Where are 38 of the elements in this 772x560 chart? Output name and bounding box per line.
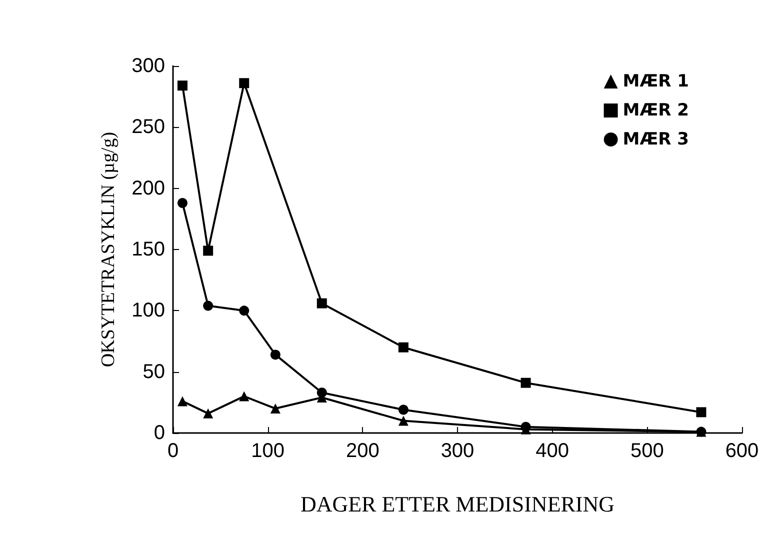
point [520, 422, 531, 432]
x-tick-label: 400 [536, 440, 570, 462]
y-tick-label: 250 [132, 116, 165, 138]
point [520, 378, 531, 388]
point [398, 342, 408, 352]
point [316, 298, 327, 308]
legend-label: MÆR 1 [622, 72, 690, 92]
x-tick-label: 600 [725, 440, 759, 462]
point [203, 408, 214, 418]
x-tick-label: 100 [251, 440, 285, 462]
point [398, 416, 408, 426]
point [203, 246, 214, 256]
point [398, 404, 408, 415]
y-tick-label: 100 [132, 300, 165, 322]
x-tick-label: 500 [630, 440, 664, 462]
legend-label: MÆR 3 [622, 130, 690, 150]
point [177, 198, 188, 208]
point [696, 407, 706, 418]
point [270, 350, 280, 360]
point [203, 300, 214, 311]
x-tick-label: 300 [440, 440, 474, 462]
y-axis-title: OKSYTETRASYKLIN (µg/g) [98, 132, 119, 368]
point [316, 388, 327, 398]
point [239, 391, 250, 402]
y-tick-label: 0 [154, 422, 165, 444]
point [239, 78, 250, 88]
point [177, 80, 188, 91]
x-tick-label: 0 [167, 440, 179, 462]
x-tick-label: 200 [346, 440, 380, 462]
point [177, 396, 188, 406]
x-axis-title: DAGER ETTER MEDISINERING [300, 492, 615, 516]
point [270, 404, 280, 414]
legend-label: MÆR 2 [622, 100, 690, 120]
point [239, 306, 250, 316]
y-tick-label: 300 [132, 55, 165, 77]
y-tick-label: 150 [132, 238, 165, 260]
y-tick-label: 50 [142, 360, 165, 383]
y-tick-label: 200 [132, 177, 165, 200]
